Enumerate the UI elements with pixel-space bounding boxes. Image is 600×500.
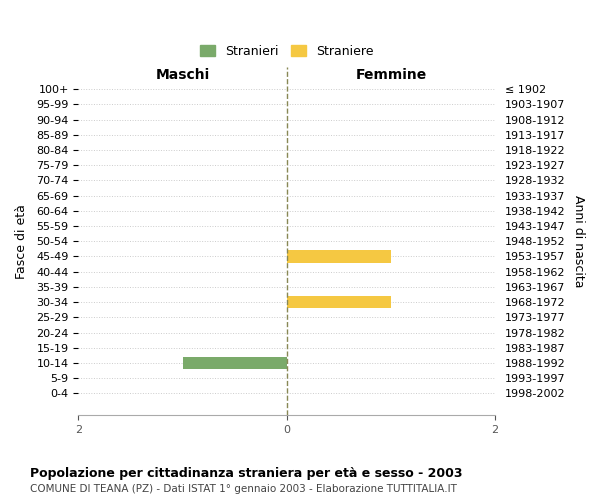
Text: COMUNE DI TEANA (PZ) - Dati ISTAT 1° gennaio 2003 - Elaborazione TUTTITALIA.IT: COMUNE DI TEANA (PZ) - Dati ISTAT 1° gen… xyxy=(30,484,457,494)
Legend: Stranieri, Straniere: Stranieri, Straniere xyxy=(194,38,380,64)
Y-axis label: Fasce di età: Fasce di età xyxy=(15,204,28,279)
Text: Popolazione per cittadinanza straniera per età e sesso - 2003: Popolazione per cittadinanza straniera p… xyxy=(30,468,463,480)
Bar xyxy=(287,250,391,262)
Y-axis label: Anni di nascita: Anni di nascita xyxy=(572,195,585,288)
Bar xyxy=(287,296,391,308)
Text: Maschi: Maschi xyxy=(155,68,210,82)
Text: Femmine: Femmine xyxy=(355,68,427,82)
Bar xyxy=(182,357,287,369)
